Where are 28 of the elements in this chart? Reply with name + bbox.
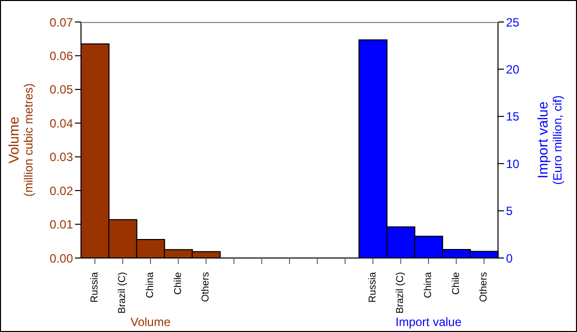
x-tick-label: Chile <box>450 272 462 295</box>
y2-tick-label: 25 <box>506 15 520 30</box>
y-tick-label: 0.07 <box>50 15 74 30</box>
y-tick-label: 0.04 <box>50 116 74 130</box>
y-tick-label: 0.00 <box>50 251 74 266</box>
x-tick-label: China <box>145 272 156 298</box>
y-tick-label: 0.06 <box>50 48 74 63</box>
y-tick-label: 0.01 <box>50 218 74 232</box>
y2-tick-label: 0 <box>506 251 513 266</box>
y-tick-label: 0.05 <box>50 82 74 97</box>
x-tick-label: Brazil (C) <box>117 272 128 314</box>
y2-tick-label: 20 <box>506 62 520 76</box>
y-tick-label: 0.02 <box>50 184 74 198</box>
y2-tick-label: 10 <box>506 156 520 171</box>
x-tick-label: China <box>423 272 434 298</box>
x-tick-label: Others <box>478 272 490 302</box>
x-tick-label: Chile <box>172 272 184 295</box>
x-tick-label: Russia <box>89 272 100 303</box>
x-tick-label: Russia <box>367 272 378 303</box>
text: Import value <box>394 315 463 329</box>
y2-tick-label: 5 <box>506 204 513 218</box>
y-axis-title: Volume (million cubic metres) <box>6 83 36 197</box>
y-tick-label: 0.03 <box>50 150 74 164</box>
x-tick-label: Brazil (C) <box>395 272 406 314</box>
text: Volume <box>129 315 172 329</box>
y2-tick-label: 15 <box>506 110 520 124</box>
y2-axis-title: Import value (Euro million, cif) <box>534 95 564 185</box>
x-tick-label: Others <box>200 272 212 302</box>
